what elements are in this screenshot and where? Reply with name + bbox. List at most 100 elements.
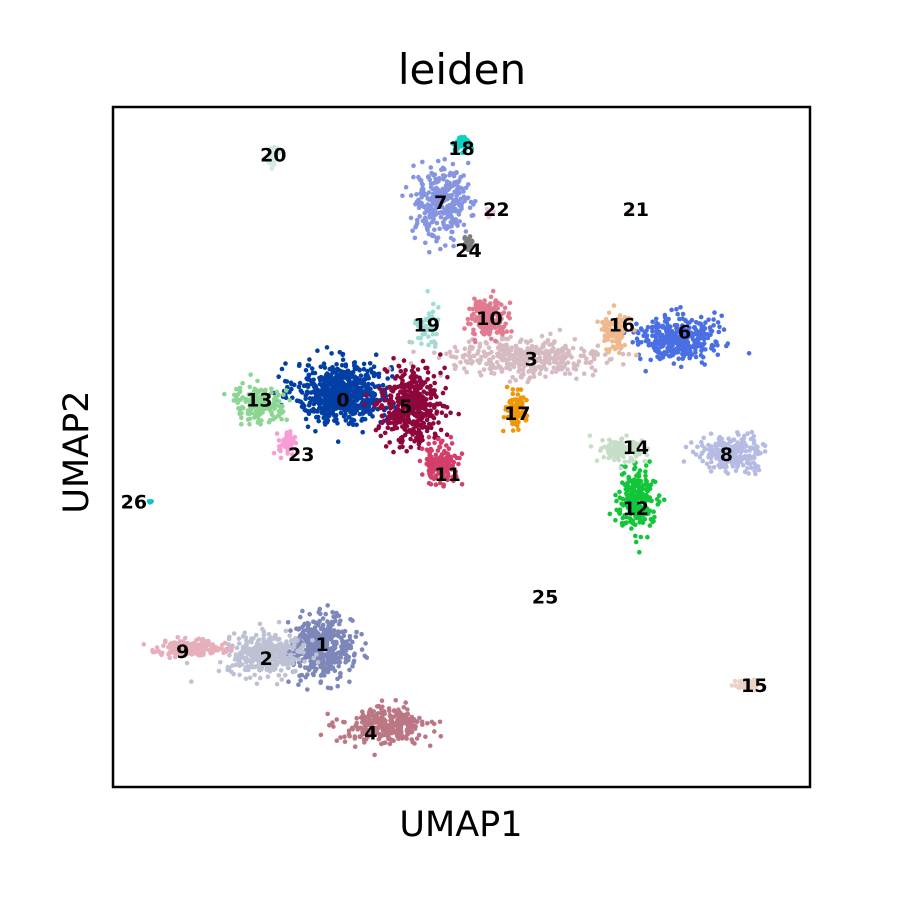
cell-point [633, 539, 639, 545]
cell-point [444, 351, 449, 357]
cell-point [382, 740, 388, 745]
cell-point [517, 349, 523, 355]
cell-point [332, 659, 338, 665]
cell-point [314, 652, 319, 657]
cell-point [321, 377, 327, 383]
cell-point [266, 419, 272, 425]
cell-point [650, 519, 655, 525]
cell-point [305, 644, 311, 649]
cell-point [335, 683, 341, 689]
cell-point [617, 336, 623, 341]
cell-point [320, 391, 326, 396]
cell-point [506, 349, 512, 354]
cell-point [609, 448, 615, 454]
cell-point [531, 374, 537, 380]
cell-point [235, 658, 241, 663]
cell-point [459, 451, 465, 457]
cell-point [265, 674, 271, 679]
cell-point [301, 383, 307, 389]
cell-point [510, 428, 516, 433]
cell-point [762, 443, 768, 449]
cell-point [253, 632, 259, 638]
cell-point [755, 451, 761, 457]
cell-point [233, 396, 239, 402]
cell-point [400, 193, 405, 199]
cell-point [629, 526, 634, 531]
cell-point [303, 368, 309, 373]
cell-point [470, 359, 475, 365]
cell-point [583, 360, 589, 365]
cell-point [660, 343, 665, 349]
cell-point [254, 641, 260, 646]
cell-point [248, 664, 254, 670]
cell-point [251, 636, 256, 641]
cell-point [379, 403, 385, 408]
cell-point [363, 409, 369, 414]
cell-point [520, 371, 526, 377]
cell-point [589, 365, 595, 370]
cell-point [322, 673, 327, 678]
cell-point [530, 348, 535, 353]
cell-point [425, 228, 431, 233]
cell-point [242, 667, 248, 673]
cell-point [411, 717, 417, 722]
cell-point [329, 351, 334, 356]
cell-point [396, 364, 402, 369]
cell-point [681, 459, 687, 464]
cell-point [634, 336, 640, 342]
cell-point [647, 486, 653, 492]
cell-point [611, 457, 617, 463]
cell-point [519, 337, 524, 343]
cell-point [334, 639, 339, 645]
cell-point [285, 620, 291, 625]
cell-point [287, 633, 293, 638]
cell-point [271, 643, 277, 649]
cell-point [262, 661, 267, 666]
cell-point [373, 352, 379, 358]
cell-point [438, 440, 444, 446]
cell-point [303, 396, 309, 402]
cell-point [247, 421, 252, 427]
cell-point [489, 349, 494, 355]
cell-point [539, 359, 545, 365]
cell-point [436, 305, 441, 310]
cell-point [324, 406, 329, 411]
cell-point [751, 441, 757, 446]
cell-point [341, 414, 347, 419]
cell-point [701, 435, 706, 441]
cell-point [614, 498, 619, 504]
cell-point [494, 359, 500, 365]
cell-point [279, 366, 285, 372]
cell-point [464, 370, 470, 375]
cell-point [353, 387, 359, 393]
cell-point [541, 344, 546, 349]
cell-point [372, 403, 377, 409]
cell-point [403, 184, 409, 190]
cell-point [602, 338, 607, 344]
cell-point [752, 462, 758, 468]
cell-point [297, 380, 303, 386]
cell-point [381, 418, 387, 424]
cell-point [680, 351, 685, 357]
cell-point [748, 465, 754, 471]
cell-point [383, 727, 388, 732]
cell-point [429, 448, 435, 453]
cell-point [523, 354, 529, 359]
cell-point [527, 368, 533, 373]
cell-point [358, 380, 364, 386]
cell-point [208, 649, 214, 655]
cell-point [359, 418, 364, 423]
cell-point [292, 382, 297, 388]
cell-point [430, 309, 436, 315]
cell-point [303, 408, 308, 413]
cell-point [200, 651, 206, 656]
cell-point [221, 650, 226, 656]
cell-point [425, 462, 431, 467]
cell-point [603, 352, 608, 357]
cell-point [448, 410, 453, 416]
cell-point [669, 350, 674, 355]
cell-point [350, 399, 356, 405]
cell-point [626, 351, 632, 357]
cell-point [226, 665, 232, 671]
cell-point [469, 346, 475, 351]
